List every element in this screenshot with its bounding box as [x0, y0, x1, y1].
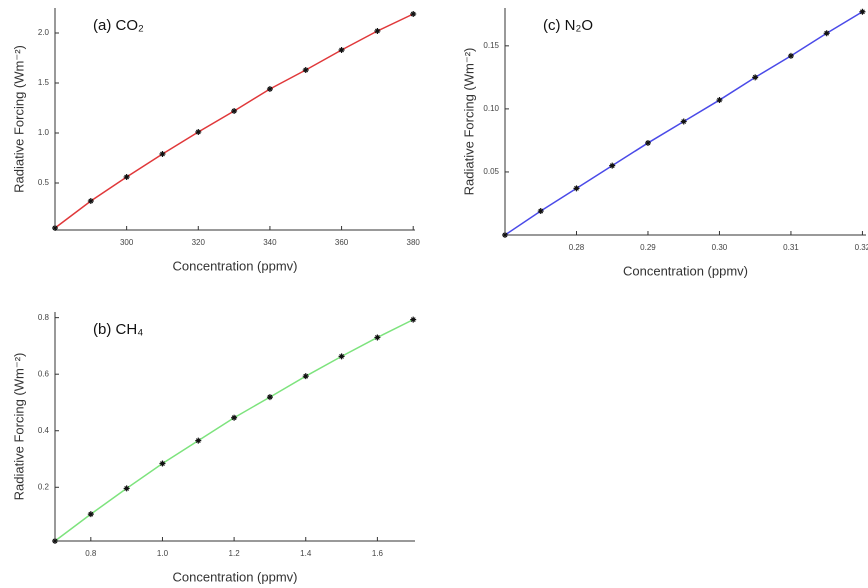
point-marker: [338, 353, 345, 360]
point-marker: [52, 225, 58, 231]
point-marker: [302, 373, 309, 380]
x-tick-label: 0.28: [569, 243, 585, 252]
line: [54, 318, 414, 542]
y-tick-label: 0.5: [38, 178, 50, 187]
y-tick-label: 0.15: [483, 41, 499, 50]
x-tick-label: 340: [263, 238, 277, 247]
panel-title: (a) CO₂: [93, 17, 144, 34]
x-tick-label: 300: [120, 238, 134, 247]
panel-title: (c) N₂O: [543, 17, 593, 34]
y-tick-label: 0.8: [38, 313, 50, 322]
point-marker: [374, 28, 381, 34]
y-tick-label: 0.10: [483, 104, 499, 113]
point-marker: [823, 30, 830, 37]
point-marker: [716, 97, 723, 104]
y-tick-label: 0.2: [38, 482, 50, 491]
y-tick-label: 0.4: [38, 426, 50, 435]
x-tick-label: 0.30: [712, 243, 728, 252]
point-marker: [680, 118, 687, 125]
x-axis-title: Concentration (ppmv): [623, 263, 748, 278]
x-tick-label: 0.8: [85, 549, 97, 558]
point-marker: [609, 162, 616, 169]
point-marker: [159, 460, 166, 467]
point-marker: [338, 47, 345, 53]
point-marker: [195, 129, 202, 135]
y-tick-label: 1.0: [38, 128, 50, 137]
point-marker: [123, 174, 130, 180]
point-marker: [159, 151, 166, 157]
point-marker: [52, 538, 58, 544]
x-tick-label: 1.4: [300, 549, 312, 558]
y-tick-label: 0.05: [483, 167, 499, 176]
x-tick-label: 0.32: [855, 243, 868, 252]
y-tick-label: 0.6: [38, 369, 50, 378]
x-tick-label: 1.0: [157, 549, 169, 558]
x-tick-label: 0.31: [783, 243, 799, 252]
point-marker: [573, 185, 580, 192]
y-tick-label: 2.0: [38, 28, 50, 37]
x-axis-title: Concentration (ppmv): [173, 569, 298, 584]
y-axis-title: Radiative Forcing (Wm⁻²): [11, 45, 26, 193]
point-marker: [123, 485, 130, 492]
point-marker: [537, 208, 544, 215]
point-marker: [787, 52, 794, 59]
y-axis-title: Radiative Forcing (Wm⁻²): [461, 48, 476, 196]
x-tick-label: 380: [407, 238, 421, 247]
x-axis-title: Concentration (ppmv): [173, 258, 298, 273]
x-tick-label: 1.6: [372, 549, 384, 558]
x-tick-label: 320: [192, 238, 206, 247]
point-marker: [302, 67, 309, 73]
panel-title: (b) CH₄: [93, 321, 143, 338]
point-marker: [752, 74, 759, 81]
line: [54, 13, 414, 229]
point-marker: [410, 11, 417, 17]
point-marker: [266, 86, 273, 92]
point-marker: [266, 394, 273, 401]
x-tick-label: 360: [335, 238, 349, 247]
point-marker: [410, 316, 417, 323]
point-marker: [231, 414, 238, 421]
x-tick-label: 0.29: [640, 243, 656, 252]
point-marker: [87, 198, 94, 204]
point-marker: [195, 437, 202, 444]
point-marker: [859, 8, 866, 15]
point-marker: [87, 511, 94, 518]
point-marker: [502, 232, 508, 238]
y-tick-label: 1.5: [38, 78, 50, 87]
point-marker: [374, 334, 381, 341]
point-marker: [231, 108, 238, 114]
x-tick-label: 1.2: [229, 549, 241, 558]
point-marker: [644, 139, 651, 146]
y-axis-title: Radiative Forcing (Wm⁻²): [11, 353, 26, 501]
